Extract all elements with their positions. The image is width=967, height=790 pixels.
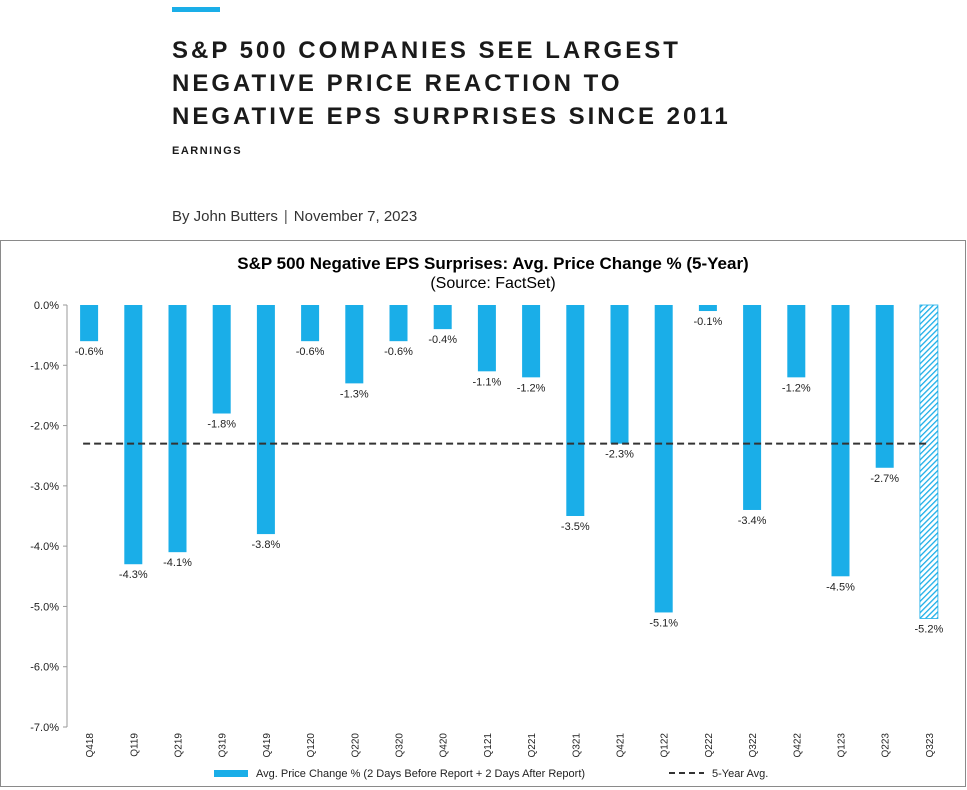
byline-separator: | bbox=[283, 208, 288, 225]
bar-q320 bbox=[389, 305, 408, 342]
data-label: -2.7% bbox=[870, 473, 899, 485]
bar-q123 bbox=[831, 305, 850, 577]
x-tick-label: Q421 bbox=[616, 733, 627, 758]
data-label: -3.5% bbox=[561, 521, 590, 533]
bar-q219 bbox=[168, 305, 187, 553]
y-axis: 0.0% -1.0% -2.0% -3.0% -4.0% -5.0% -6.0% -7.0% bbox=[30, 300, 68, 734]
bar-q323 bbox=[919, 304, 939, 619]
chart-title: S&P 500 Negative EPS Surprises: Avg. Pri… bbox=[237, 254, 748, 273]
x-axis: Q418 Q119 Q219 Q319 Q419 Q120 Q220 Q320 Q420 Q121… bbox=[85, 733, 936, 758]
chart-frame: S&P 500 Negative EPS Surprises: Avg. Pri… bbox=[0, 240, 966, 787]
bar-q120 bbox=[301, 305, 320, 342]
bars bbox=[80, 304, 939, 619]
bar-q420 bbox=[433, 305, 452, 330]
x-tick-label: Q321 bbox=[571, 733, 582, 758]
legend-bar-swatch bbox=[214, 770, 248, 777]
x-tick-label: Q122 bbox=[660, 733, 671, 758]
bar-q319 bbox=[212, 305, 231, 414]
x-tick-label: Q119 bbox=[129, 733, 140, 757]
y-tick-label: -4.0% bbox=[30, 541, 59, 553]
x-tick-label: Q121 bbox=[483, 733, 494, 758]
bar-q119 bbox=[124, 305, 143, 565]
data-label: -4.1% bbox=[163, 557, 192, 569]
legend: Avg. Price Change % (2 Days Before Repor… bbox=[214, 768, 768, 780]
data-labels: -0.6% -4.3% -4.1% -1.8% -3.8% -0.6% -1.3% -0.6%… bbox=[75, 316, 944, 635]
x-tick-label: Q120 bbox=[306, 733, 317, 758]
data-label: -1.3% bbox=[340, 388, 369, 400]
x-tick-label: Q219 bbox=[174, 733, 185, 758]
bar-chart: S&P 500 Negative EPS Surprises: Avg. Pri… bbox=[30, 254, 944, 780]
y-tick-label: -5.0% bbox=[30, 601, 59, 613]
x-tick-label: Q320 bbox=[395, 733, 406, 758]
article-header: S&P 500 COMPANIES SEE LARGEST NEGATIVE P… bbox=[0, 0, 967, 235]
bar-q222 bbox=[698, 305, 717, 312]
headline-line: NEGATIVE EPS SURPRISES SINCE 2011 bbox=[172, 103, 731, 130]
bar-q322 bbox=[743, 305, 762, 510]
bar-q419 bbox=[256, 305, 275, 535]
x-tick-label: Q319 bbox=[218, 733, 229, 758]
x-tick-label: Q123 bbox=[837, 733, 848, 758]
x-tick-label: Q422 bbox=[792, 733, 803, 758]
data-label: -0.6% bbox=[384, 346, 413, 358]
bar-q221 bbox=[522, 305, 541, 378]
bar-q122 bbox=[654, 305, 673, 613]
data-label: -1.2% bbox=[782, 382, 811, 394]
x-tick-label: Q323 bbox=[925, 733, 936, 758]
accent-bar bbox=[172, 7, 220, 12]
data-label: -5.2% bbox=[915, 623, 944, 635]
publish-date: November 7, 2023 bbox=[293, 208, 418, 225]
x-tick-label: Q418 bbox=[85, 733, 96, 758]
data-label: -3.4% bbox=[738, 515, 767, 527]
chart-subtitle: (Source: FactSet) bbox=[430, 275, 555, 292]
data-label: -5.1% bbox=[649, 617, 678, 629]
bar-q121 bbox=[477, 305, 496, 372]
data-label: -0.1% bbox=[694, 316, 723, 328]
y-tick-label: -7.0% bbox=[30, 722, 59, 734]
x-tick-label: Q223 bbox=[881, 733, 892, 758]
bar-q321 bbox=[566, 305, 585, 516]
data-label: -0.6% bbox=[75, 346, 104, 358]
data-label: -1.1% bbox=[473, 376, 502, 388]
x-tick-label: Q222 bbox=[704, 733, 715, 758]
category-tag[interactable]: EARNINGS bbox=[172, 145, 243, 157]
legend-bar-label: Avg. Price Change % (2 Days Before Repor… bbox=[256, 768, 585, 780]
bar-q422 bbox=[787, 305, 806, 378]
y-tick-label: 0.0% bbox=[34, 300, 59, 312]
x-tick-label: Q322 bbox=[748, 733, 759, 758]
y-tick-label: -1.0% bbox=[30, 360, 59, 372]
x-tick-label: Q221 bbox=[527, 733, 538, 758]
bar-q421 bbox=[610, 305, 629, 444]
headline-line: NEGATIVE PRICE REACTION TO bbox=[172, 70, 623, 97]
y-tick-label: -3.0% bbox=[30, 481, 59, 493]
data-label: -0.6% bbox=[296, 346, 325, 358]
author-name[interactable]: By John Butters bbox=[172, 208, 278, 225]
data-label: -2.3% bbox=[605, 449, 634, 461]
data-label: -3.8% bbox=[252, 539, 281, 551]
data-label: -4.5% bbox=[826, 581, 855, 593]
byline: By John Butters | November 7, 2023 bbox=[172, 208, 417, 225]
data-label: -4.3% bbox=[119, 569, 148, 581]
x-tick-label: Q420 bbox=[439, 733, 450, 758]
x-tick-label: Q419 bbox=[262, 733, 273, 758]
data-label: -0.4% bbox=[428, 334, 457, 346]
headline-line: S&P 500 COMPANIES SEE LARGEST bbox=[172, 37, 681, 64]
bar-q418 bbox=[80, 305, 99, 342]
bar-q223 bbox=[875, 305, 894, 468]
data-label: -1.2% bbox=[517, 382, 546, 394]
x-tick-label: Q220 bbox=[350, 733, 361, 758]
y-tick-label: -6.0% bbox=[30, 662, 59, 674]
bar-q220 bbox=[345, 305, 364, 384]
legend-line-label: 5-Year Avg. bbox=[712, 768, 768, 780]
headline: S&P 500 COMPANIES SEE LARGEST NEGATIVE P… bbox=[172, 34, 872, 133]
data-label: -1.8% bbox=[207, 419, 236, 431]
y-tick-label: -2.0% bbox=[30, 421, 59, 433]
